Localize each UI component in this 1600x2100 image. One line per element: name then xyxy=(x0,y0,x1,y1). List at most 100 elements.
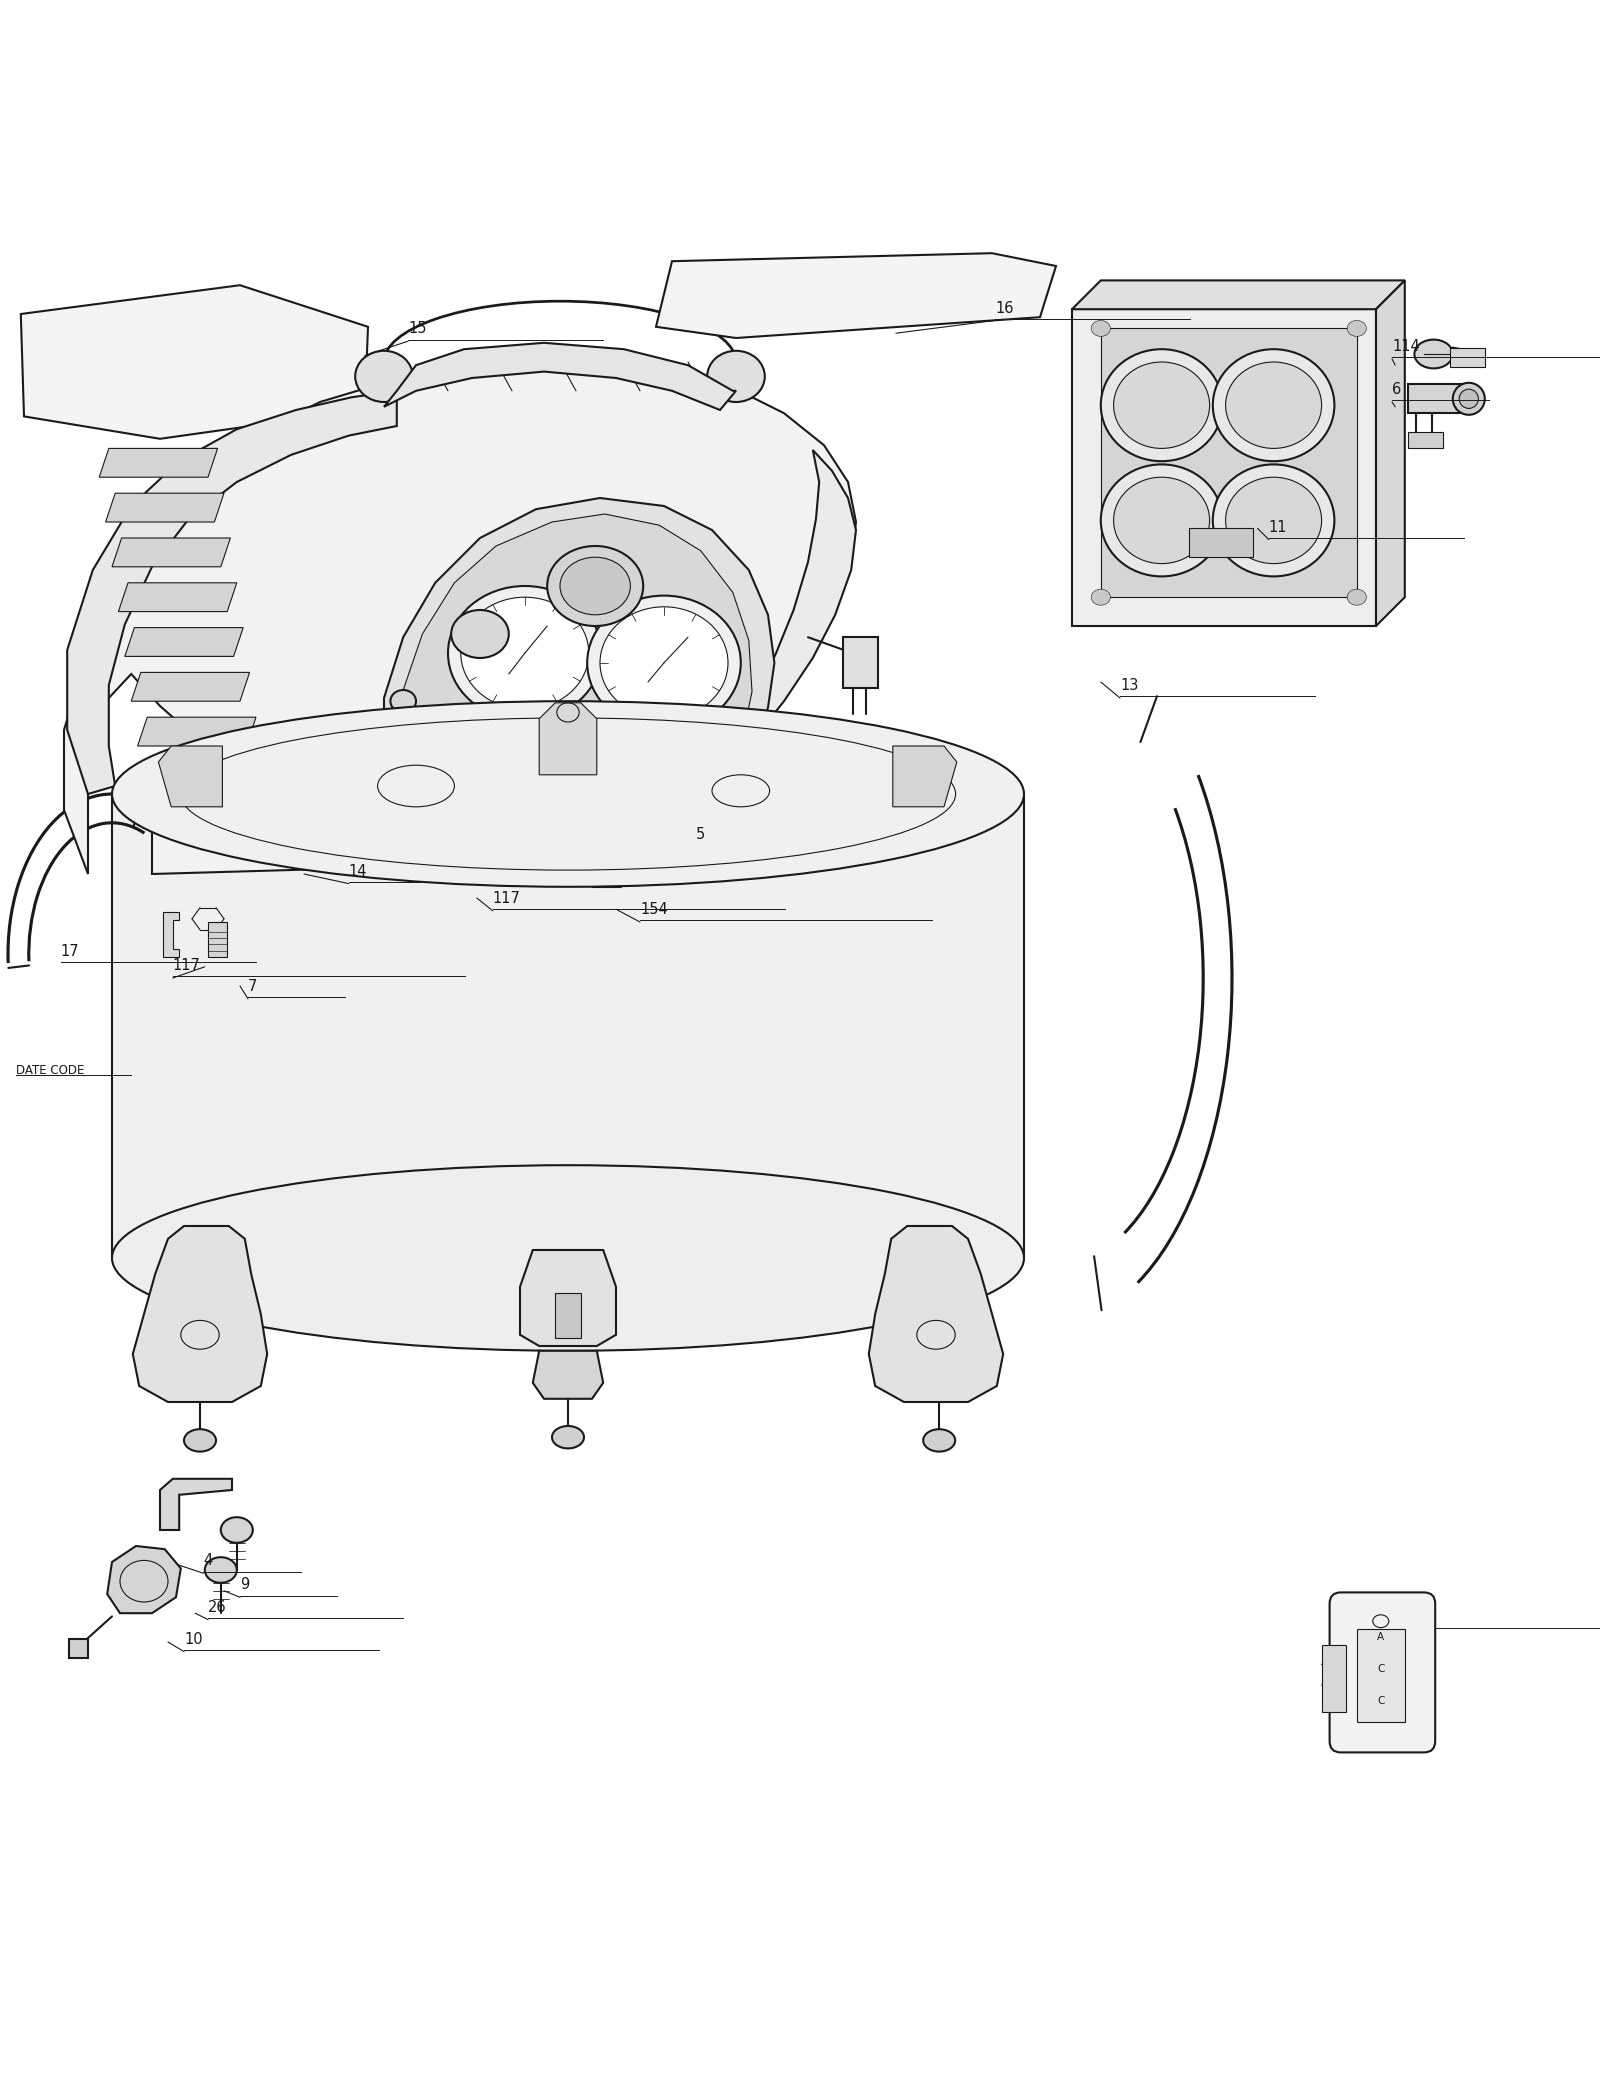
Polygon shape xyxy=(112,794,1024,1258)
Polygon shape xyxy=(64,359,856,874)
Ellipse shape xyxy=(587,596,741,731)
Polygon shape xyxy=(152,823,376,874)
Ellipse shape xyxy=(1101,464,1222,575)
Polygon shape xyxy=(163,911,179,958)
Ellipse shape xyxy=(1226,361,1322,449)
Polygon shape xyxy=(21,286,368,439)
Text: 10: 10 xyxy=(184,1632,203,1646)
Polygon shape xyxy=(1072,281,1405,309)
Text: 154: 154 xyxy=(640,903,667,918)
Text: 114: 114 xyxy=(1392,338,1419,355)
Text: 6: 6 xyxy=(1392,382,1402,397)
Bar xyxy=(69,1638,88,1659)
Text: 26: 26 xyxy=(208,1600,227,1615)
Text: 4: 4 xyxy=(203,1554,213,1569)
Bar xyxy=(1189,529,1253,557)
Ellipse shape xyxy=(1114,477,1210,563)
Ellipse shape xyxy=(701,710,746,750)
Ellipse shape xyxy=(112,1166,1024,1350)
Ellipse shape xyxy=(1459,388,1478,407)
Polygon shape xyxy=(384,342,736,410)
Bar xyxy=(1322,1644,1346,1711)
Text: 16: 16 xyxy=(995,300,1014,315)
Bar xyxy=(843,636,878,689)
Ellipse shape xyxy=(547,546,643,626)
Ellipse shape xyxy=(1414,340,1453,367)
Polygon shape xyxy=(67,391,397,794)
Ellipse shape xyxy=(355,351,413,401)
Polygon shape xyxy=(99,449,218,477)
Ellipse shape xyxy=(390,691,416,712)
Ellipse shape xyxy=(461,710,506,750)
Polygon shape xyxy=(158,746,222,806)
Bar xyxy=(624,731,659,758)
Ellipse shape xyxy=(1213,349,1334,462)
Polygon shape xyxy=(133,1226,267,1403)
Polygon shape xyxy=(144,762,262,792)
Ellipse shape xyxy=(707,351,765,401)
Ellipse shape xyxy=(1091,590,1110,605)
Text: 117: 117 xyxy=(493,890,520,905)
Ellipse shape xyxy=(552,1426,584,1449)
Polygon shape xyxy=(112,538,230,567)
Polygon shape xyxy=(688,449,856,802)
Ellipse shape xyxy=(1114,361,1210,449)
Ellipse shape xyxy=(1213,464,1334,575)
Text: 14: 14 xyxy=(349,863,368,878)
Polygon shape xyxy=(533,1350,603,1399)
Polygon shape xyxy=(138,718,256,746)
Text: 11: 11 xyxy=(1269,521,1288,536)
Polygon shape xyxy=(869,1226,1003,1403)
Polygon shape xyxy=(384,498,774,819)
Text: 5: 5 xyxy=(696,827,706,842)
Text: 856: 856 xyxy=(1379,1609,1406,1625)
Polygon shape xyxy=(118,584,237,611)
Ellipse shape xyxy=(451,609,509,657)
Bar xyxy=(456,724,491,754)
Ellipse shape xyxy=(1101,349,1222,462)
Bar xyxy=(555,1294,581,1338)
Ellipse shape xyxy=(1347,590,1366,605)
Bar xyxy=(592,865,621,886)
Polygon shape xyxy=(1376,281,1405,626)
Ellipse shape xyxy=(205,1558,237,1583)
Polygon shape xyxy=(656,254,1056,338)
Polygon shape xyxy=(107,1546,181,1613)
Text: 13: 13 xyxy=(1120,678,1138,693)
Ellipse shape xyxy=(184,1430,216,1451)
Bar xyxy=(568,737,603,764)
Ellipse shape xyxy=(570,808,614,844)
Text: C: C xyxy=(1378,1663,1384,1674)
Polygon shape xyxy=(893,746,957,806)
Bar xyxy=(680,724,715,754)
Ellipse shape xyxy=(582,710,627,750)
Text: 15: 15 xyxy=(408,321,427,336)
Text: 9: 9 xyxy=(240,1577,250,1592)
Ellipse shape xyxy=(1226,477,1322,563)
Ellipse shape xyxy=(560,556,630,615)
Ellipse shape xyxy=(221,1516,253,1544)
FancyBboxPatch shape xyxy=(1330,1592,1435,1751)
Bar xyxy=(208,922,227,958)
Polygon shape xyxy=(1072,309,1376,626)
Text: A: A xyxy=(1378,1632,1384,1642)
Text: 17: 17 xyxy=(61,943,80,960)
Bar xyxy=(1408,433,1443,449)
Polygon shape xyxy=(400,514,752,821)
Ellipse shape xyxy=(1347,321,1366,336)
Ellipse shape xyxy=(448,586,602,720)
Ellipse shape xyxy=(461,596,589,710)
Text: DATE CODE: DATE CODE xyxy=(16,1065,85,1077)
Polygon shape xyxy=(125,628,243,657)
Ellipse shape xyxy=(1091,321,1110,336)
Ellipse shape xyxy=(624,825,656,853)
Ellipse shape xyxy=(923,1430,955,1451)
Polygon shape xyxy=(1101,328,1357,596)
Polygon shape xyxy=(539,704,597,775)
Ellipse shape xyxy=(112,701,1024,886)
Bar xyxy=(1357,1630,1405,1722)
Ellipse shape xyxy=(634,855,659,878)
Polygon shape xyxy=(131,672,250,701)
Ellipse shape xyxy=(1453,382,1485,416)
Bar xyxy=(1450,349,1485,368)
